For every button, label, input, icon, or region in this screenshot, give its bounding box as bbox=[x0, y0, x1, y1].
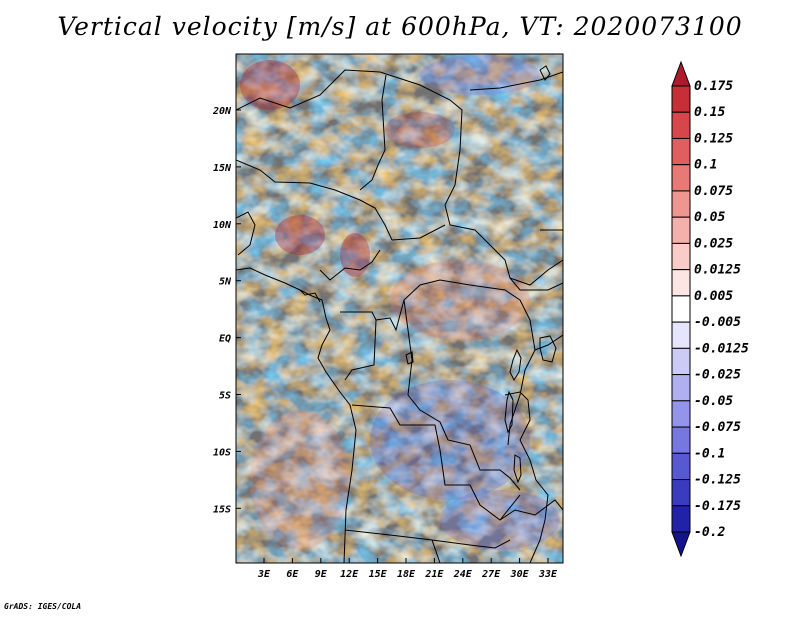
lat-tick-label: 5S bbox=[219, 391, 231, 402]
colorbar-swatch bbox=[671, 242, 691, 271]
lon-tick-label: 15E bbox=[369, 569, 388, 580]
colorbar-label: -0.025 bbox=[694, 368, 741, 383]
colorbar-swatch bbox=[671, 400, 691, 428]
colorbar-swatch bbox=[671, 190, 691, 218]
colorbar-label: 0.075 bbox=[694, 184, 733, 199]
velocity-field bbox=[236, 54, 563, 563]
colorbar-swatch bbox=[671, 295, 691, 323]
lat-tick-label: 20N bbox=[212, 106, 232, 117]
colorbar-swatch bbox=[671, 426, 691, 454]
colorbar-swatch bbox=[671, 111, 691, 139]
colorbar-label: -0.175 bbox=[694, 499, 741, 514]
colorbar-label: -0.1 bbox=[694, 446, 725, 461]
colorbar-swatch bbox=[671, 137, 691, 166]
colorbar-bottom-arrow bbox=[671, 531, 691, 558]
grads-credit: GrADS: IGES/COLA bbox=[4, 602, 82, 611]
lon-tick-label: 27E bbox=[481, 569, 501, 580]
plot-title: Vertical velocity [m/s] at 600hPa, VT: 2… bbox=[57, 12, 743, 41]
colorbar-label: -0.0125 bbox=[694, 341, 749, 356]
colorbar-label: 0.15 bbox=[694, 105, 725, 120]
lat-tick-label: EQ bbox=[219, 334, 231, 345]
colorbar-label: 0.05 bbox=[694, 210, 725, 225]
colorbar-label: 0.175 bbox=[694, 79, 733, 94]
colorbar-label: -0.2 bbox=[694, 525, 725, 540]
lon-tick-label: 6E bbox=[286, 569, 299, 580]
lat-tick-label: 15S bbox=[213, 504, 231, 515]
lon-tick-label: 3E bbox=[257, 569, 271, 580]
colorbar-top-arrow bbox=[671, 60, 691, 87]
colorbar-swatch bbox=[671, 85, 691, 113]
latitude-axis: 20N 15N 10N 5N EQ 5S 10S 15S bbox=[212, 106, 241, 515]
lon-tick-label: 30E bbox=[510, 569, 530, 580]
lat-tick-label: 10S bbox=[213, 447, 231, 458]
lon-tick-label: 33E bbox=[538, 569, 558, 580]
lon-tick-label: 9E bbox=[315, 569, 328, 580]
colorbar-label: -0.005 bbox=[694, 315, 741, 330]
lon-tick-label: 21E bbox=[424, 569, 444, 580]
colorbar-label: 0.0125 bbox=[694, 263, 741, 278]
colorbar-swatch bbox=[671, 479, 691, 507]
colorbar-swatch bbox=[671, 164, 691, 192]
colorbar-swatch bbox=[671, 374, 691, 402]
lon-tick-label: 12E bbox=[340, 569, 359, 580]
colorbar-label: 0.005 bbox=[694, 289, 733, 304]
lon-tick-label: 24E bbox=[453, 569, 473, 580]
colorbar-label: -0.125 bbox=[694, 473, 741, 488]
colorbar-swatch bbox=[671, 347, 691, 376]
lat-tick-label: 15N bbox=[213, 163, 232, 174]
colorbar-label: 0.125 bbox=[694, 131, 733, 146]
colorbar-swatch bbox=[671, 216, 691, 244]
map-frame bbox=[235, 53, 564, 564]
colorbar-swatch bbox=[671, 321, 691, 349]
lat-tick-label: 5N bbox=[219, 277, 232, 288]
colorbar: 0.175 0.15 0.125 0.1 0.075 0.05 0.025 0.0125 0.0… bbox=[671, 60, 749, 558]
longitude-axis: 3E 6E 9E 12E 15E 18E 21E 24E 27E 30E 33E bbox=[257, 558, 558, 580]
colorbar-label: 0.1 bbox=[694, 158, 717, 173]
colorbar-swatch bbox=[671, 269, 691, 297]
colorbar-label: -0.05 bbox=[694, 394, 733, 409]
lat-tick-label: 10N bbox=[213, 220, 232, 231]
colorbar-swatch bbox=[671, 452, 691, 481]
colorbar-label: -0.075 bbox=[694, 420, 741, 435]
country-borders bbox=[236, 69, 563, 563]
lon-tick-label: 18E bbox=[397, 569, 416, 580]
colorbar-label: 0.025 bbox=[694, 236, 733, 251]
lakes bbox=[405, 65, 557, 484]
colorbar-swatch bbox=[671, 505, 691, 533]
